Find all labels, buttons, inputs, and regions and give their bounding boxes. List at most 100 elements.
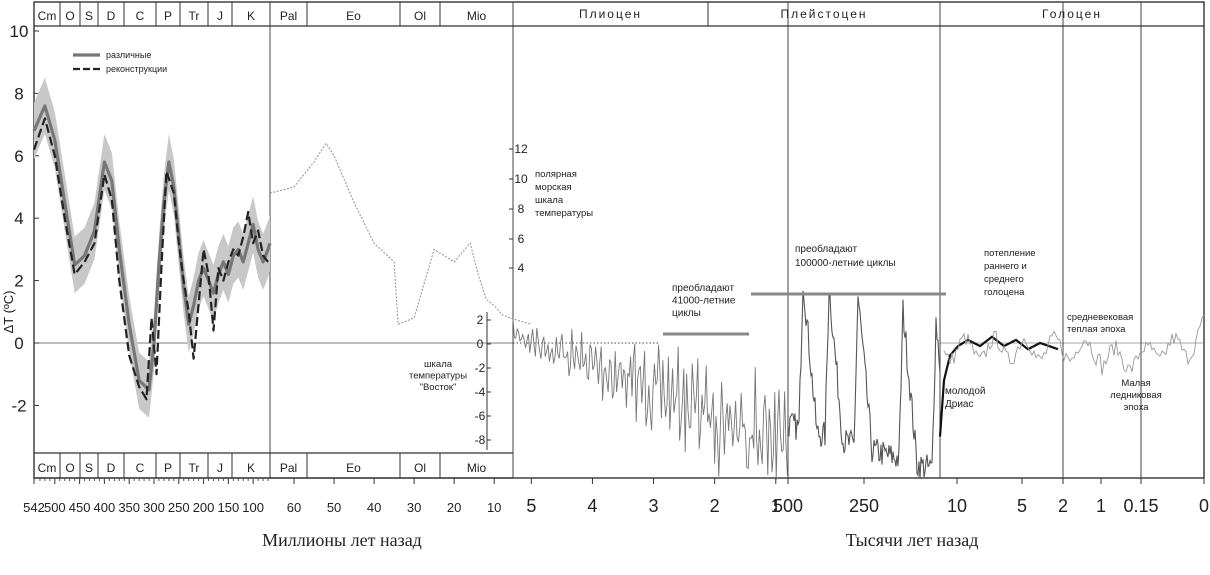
polar-axis-label: полярная морская шкала температуры [535,169,593,219]
x-tick-label: 0 [1199,496,1209,516]
annotation-medieval: средневековая теплая эпоха [1067,312,1133,335]
x-tick-label: 300 [143,500,165,515]
period-label-Pal: Pal [280,461,297,475]
x-tick-label: 250 [849,496,879,516]
x-axis: 542 500 450 400 350 300 250 200 150 100 60 50 40 30 20… [23,478,1209,550]
polar-tick-label: 12 [514,142,528,156]
x-tick-label: 50 [327,500,341,515]
marine-record [512,318,788,481]
period-label-S: S [85,9,93,23]
period-label-J: J [217,461,223,475]
period-label-Eo: Eo [346,9,361,23]
x-tick-label: 10 [487,500,501,515]
period-label-K: K [247,9,255,23]
polar-tick-label: 6 [518,232,525,246]
x-axis-label-kya: Тысячи лет назад [846,530,979,550]
period-label-J: J [217,9,223,23]
period-label-Pal: Pal [280,9,297,23]
series-reconstructions [32,117,269,401]
epoch-label: Плиоцен [579,7,642,21]
period-label-Tr: Tr [189,461,200,475]
series-various [32,104,272,392]
temperature-series [32,77,1205,481]
period-label-Cm: Cm [38,461,57,475]
y-tick-label: 0 [14,334,23,353]
period-label-D: D [107,461,116,475]
x-tick-label: 500 [773,496,803,516]
x-tick-label: 3 [649,496,659,516]
period-label-Eo: Eo [346,461,361,475]
period-label-K: K [247,461,255,475]
legend-label: различные [106,50,151,60]
x-tick-label: 40 [367,500,381,515]
y-axis-label: ΔT (ºC) [1,291,16,334]
vostok-tick-label: -4 [475,385,486,399]
period-label-C: C [136,9,145,23]
x-tick-label: 150 [218,500,240,515]
x-tick-label: 500 [44,500,66,515]
x-tick-label: 2 [1058,496,1068,516]
annotation-41k: преобладают 41000-летние циклы [672,282,736,319]
x-tick-label: 60 [287,500,301,515]
x-tick-label: 400 [94,500,116,515]
x-tick-label: 350 [118,500,140,515]
period-label-Mio: Mio [467,461,487,475]
period-label-Ol: Ol [414,461,426,475]
glacial-cycles [787,290,941,479]
x-tick-label: 2 [710,496,720,516]
epoch-label: Голоцен [1042,7,1102,21]
x-tick-label: 5 [1017,496,1027,516]
y-tick-label: 10 [10,22,29,41]
period-label-Tr: Tr [189,9,200,23]
x-tick-label: 542 [23,500,45,515]
period-label-O: O [65,461,74,475]
period-label-Ol: Ol [414,9,426,23]
annotations: преобладают 41000-летние циклы преобладают 1… [663,243,1162,413]
secondary-axes: 12 10 8 6 4 полярная морская шкала температуры 2 0… [409,142,593,450]
y-tick-label: 4 [14,209,23,228]
annotation-little-ice-age: Малая ледниковая эпоха [1110,378,1162,413]
period-label-S: S [85,461,93,475]
annotation-holocene-warming: потепление раннего и среднего голоцена [984,248,1036,298]
x-tick-label: 200 [193,500,215,515]
period-label-P: P [164,461,172,475]
x-tick-label: 5 [526,496,536,516]
polar-tick-label: 10 [514,172,528,186]
period-label-O: O [65,9,74,23]
y-tick-label: 2 [14,272,23,291]
y-tick-label: -2 [11,396,26,415]
x-tick-label: 20 [447,500,461,515]
x-tick-label: 1 [1096,496,1106,516]
y-axis: 10 8 6 4 2 0 -2 ΔT (ºC) [1,22,39,415]
vostok-axis-label: шкала температуры "Восток" [409,359,467,393]
polar-tick-label: 4 [518,261,525,275]
period-label-P: P [164,9,172,23]
x-axis-label-mya: Миллионы лет назад [262,530,422,550]
series-cenozoic [269,142,532,326]
holocene-reconstructions [943,314,1205,376]
vostok-tick-label: 2 [477,313,484,327]
legend-label: реконструкции [106,64,167,74]
vostok-tick-label: -2 [475,361,486,375]
chart-frame [33,1,1205,479]
x-tick-label: 0.15 [1123,496,1158,516]
x-tick-label: 4 [587,496,597,516]
period-label-Mio: Mio [467,9,487,23]
annotation-100k: преобладают 100000-летние циклы [795,243,896,269]
vostok-tick-label: -6 [475,409,486,423]
period-label-Cm: Cm [38,9,57,23]
period-label-D: D [107,9,116,23]
x-tick-label: 100 [242,500,264,515]
y-tick-label: 6 [14,147,23,166]
annotation-dryas: молодой Дриас [945,386,986,410]
y-tick-label: 8 [14,84,23,103]
polar-tick-label: 8 [518,202,525,216]
x-tick-label: 10 [947,496,967,516]
x-tick-label: 450 [69,500,91,515]
plot-border [33,1,1205,479]
x-tick-label: 250 [168,500,190,515]
epoch-label: Плейстоцен [780,7,867,21]
vostok-tick-label: 0 [477,337,484,351]
